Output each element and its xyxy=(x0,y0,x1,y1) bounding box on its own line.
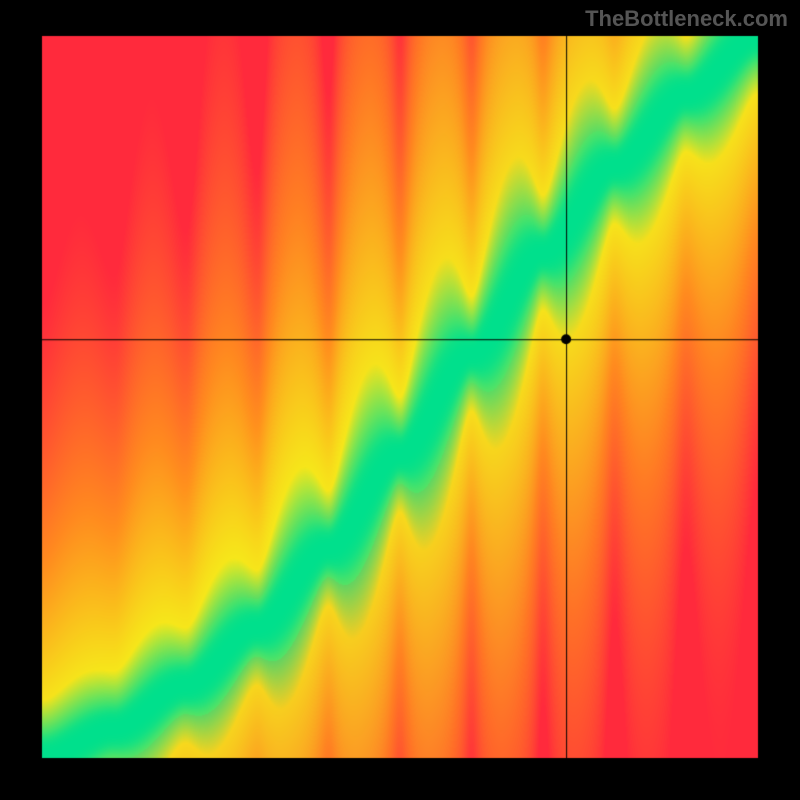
bottleneck-heatmap xyxy=(0,0,800,800)
watermark-text: TheBottleneck.com xyxy=(585,6,788,32)
chart-container: TheBottleneck.com xyxy=(0,0,800,800)
